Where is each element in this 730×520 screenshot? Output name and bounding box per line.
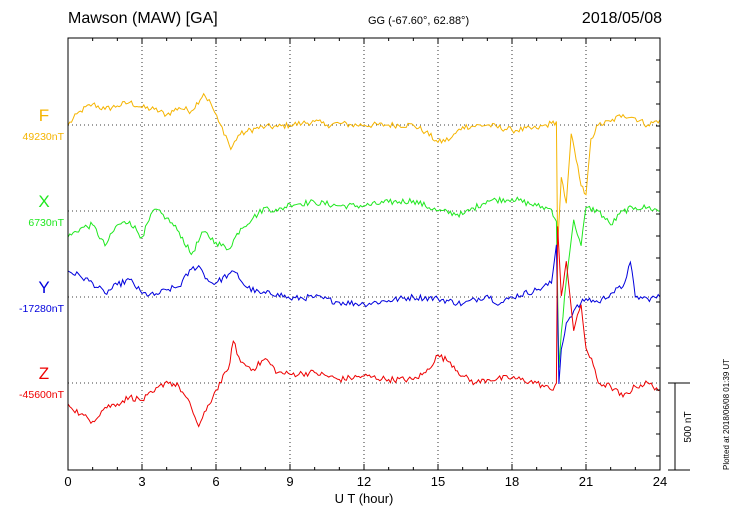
series-line-y <box>67 244 661 385</box>
x-tick-label: 9 <box>286 474 293 489</box>
series-group <box>67 92 661 428</box>
scale-label: 500 nT <box>683 411 694 442</box>
series-label-f: F <box>38 106 50 125</box>
x-tick-label: 3 <box>138 474 145 489</box>
x-tick-label: 15 <box>431 474 445 489</box>
x-axis: 0 3 6 9 12 15 18 21 24 <box>64 38 667 489</box>
scale-bar: 500 nT <box>668 382 694 471</box>
x-tick-label: 0 <box>64 474 71 489</box>
plotted-timestamp: Plotted at 2018/06/08 01:39 UT <box>722 358 730 470</box>
station-title: Mawson (MAW) [GA] <box>68 10 218 27</box>
x-tick-label: 24 <box>653 474 667 489</box>
series-line-z <box>67 226 661 428</box>
x-tick-label: 6 <box>212 474 219 489</box>
gridlines <box>68 38 660 470</box>
baseline-value-f: 49230nT <box>22 131 64 143</box>
geo-coordinates: GG (-67.60°, 62.88°) <box>368 15 470 27</box>
x-tick-label: 21 <box>579 474 593 489</box>
x-tick-label: 12 <box>357 474 371 489</box>
baseline-value-z: -45600nT <box>19 389 64 401</box>
series-label-y: Y <box>38 278 50 297</box>
x-axis-title: U T (hour) <box>335 491 394 506</box>
series-line-x <box>67 196 660 368</box>
series-label-z: Z <box>38 364 50 383</box>
baseline-value-y: -17280nT <box>19 303 64 315</box>
x-tick-label: 18 <box>505 474 519 489</box>
series-label-x: X <box>38 192 50 211</box>
baseline-value-x: 6730nT <box>28 217 64 229</box>
series-line-f <box>67 92 661 247</box>
chart-date: 2018/05/08 <box>581 10 662 27</box>
